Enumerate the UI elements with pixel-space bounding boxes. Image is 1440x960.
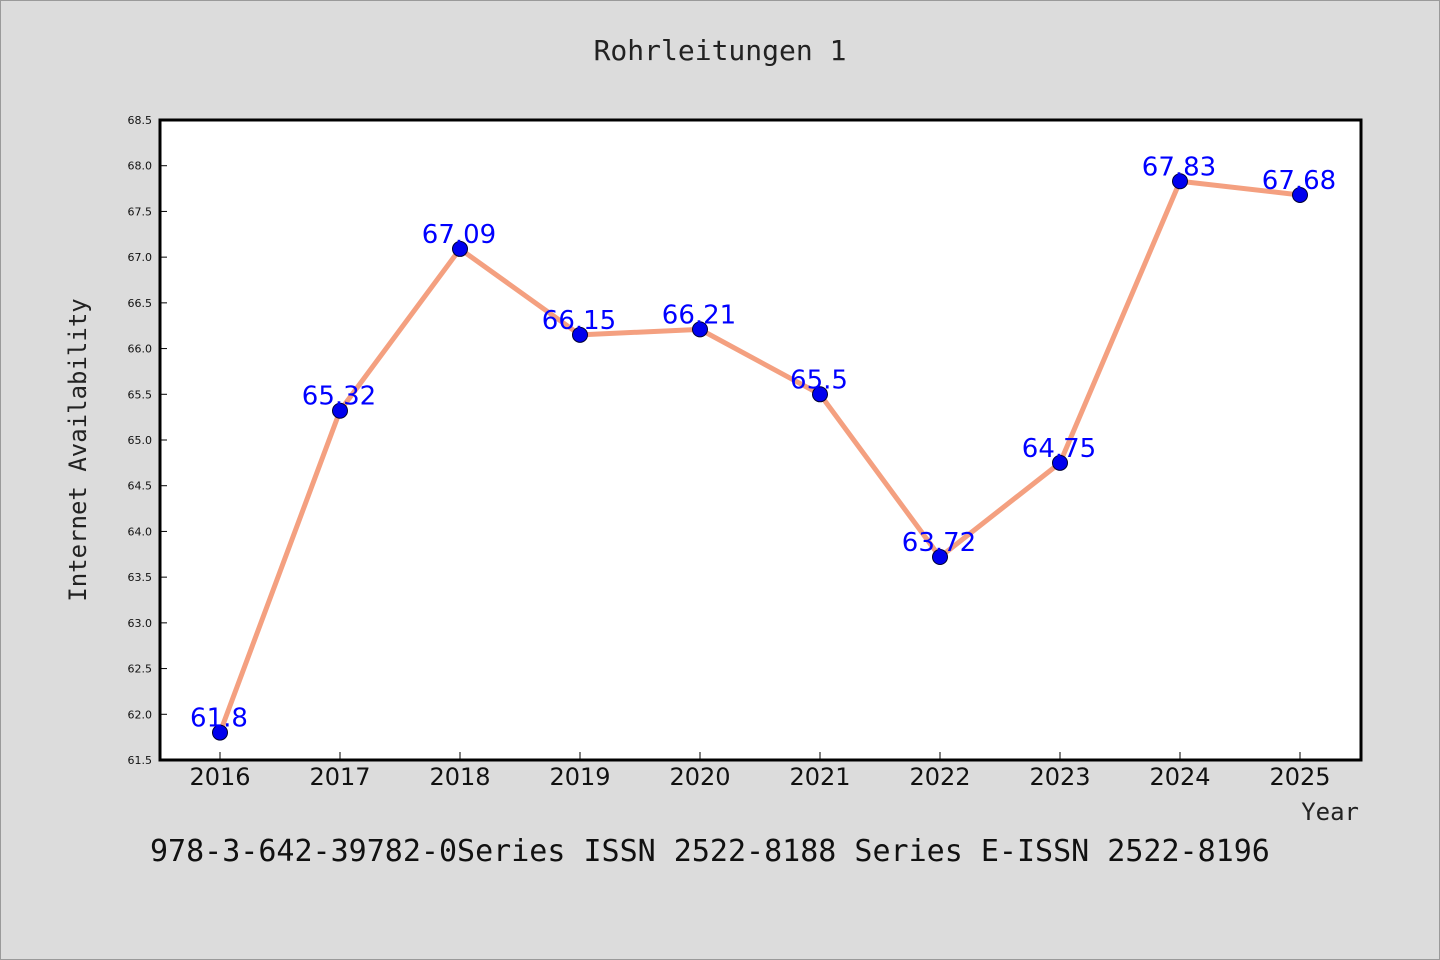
data-label: 67.09	[422, 220, 496, 250]
plot-area	[158, 118, 1363, 762]
x-tick-label: 2025	[1269, 763, 1330, 791]
y-tick-label: 67.0	[128, 251, 153, 264]
y-tick-label: 64.5	[128, 480, 153, 493]
data-label: 66.15	[542, 306, 616, 336]
data-label: 61.8	[190, 704, 248, 734]
data-label: 65.5	[790, 365, 848, 395]
y-tick-label: 68.5	[128, 114, 153, 127]
x-tick-label: 2019	[549, 763, 610, 791]
x-axis-label: Year	[1301, 798, 1359, 826]
data-label: 63.72	[902, 528, 976, 558]
data-labels: 61.8 65.32 67.09 66.15 66.21 65.5 63.72 64.75 67…	[190, 152, 1336, 733]
data-label: 67.83	[1142, 152, 1216, 182]
data-point	[572, 326, 588, 343]
x-tick-label: 2016	[189, 763, 250, 791]
y-tick-label: 68.0	[128, 160, 153, 173]
y-tick-label: 62.5	[128, 663, 153, 676]
x-tick-label: 2024	[1149, 763, 1210, 791]
data-point	[1172, 173, 1188, 190]
x-tick-label: 2022	[909, 763, 970, 791]
x-tick-label: 2021	[789, 763, 850, 791]
x-axis: 2016 2017 2018 2019 2020 2021 2022 2023 2024 2025	[189, 752, 1331, 791]
data-label: 65.32	[302, 382, 376, 412]
y-tick-label: 66.0	[128, 343, 153, 356]
data-point	[212, 724, 228, 741]
data-label: 64.75	[1022, 434, 1096, 464]
y-axis: 61.5 62.0 62.5 63.0 63.5 64.0 64.5 65.0 65.5 66.0…	[128, 114, 167, 767]
x-tick-label: 2023	[1029, 763, 1090, 791]
data-point	[692, 321, 708, 338]
data-point	[452, 240, 468, 257]
data-label: 66.21	[662, 300, 736, 330]
data-label: 67.68	[1262, 166, 1336, 196]
y-tick-label: 62.0	[128, 708, 153, 721]
y-tick-label: 64.0	[128, 525, 153, 538]
y-axis-label: Internet Availability	[64, 298, 92, 601]
series-markers	[212, 173, 1308, 741]
y-tick-label: 67.5	[128, 205, 153, 218]
y-tick-label: 61.5	[128, 754, 153, 767]
x-tick-label: 2018	[429, 763, 490, 791]
data-point	[332, 402, 348, 419]
x-tick-label: 2017	[309, 763, 370, 791]
y-tick-label: 63.0	[128, 617, 153, 630]
chart-title: Rohrleitungen 1	[593, 34, 847, 67]
series-line	[217, 178, 1301, 734]
y-tick-label: 66.5	[128, 297, 153, 310]
x-tick-label: 2020	[669, 763, 730, 791]
data-point	[932, 549, 948, 566]
data-point	[1052, 454, 1068, 471]
y-tick-label: 65.0	[128, 434, 153, 447]
footer-isbn-text: 978-3-642-39782-0Series ISSN 2522-8188 S…	[150, 834, 1270, 869]
y-tick-label: 65.5	[128, 388, 153, 401]
data-point	[1292, 186, 1308, 203]
y-tick-label: 63.5	[128, 571, 153, 584]
data-point	[812, 386, 828, 403]
